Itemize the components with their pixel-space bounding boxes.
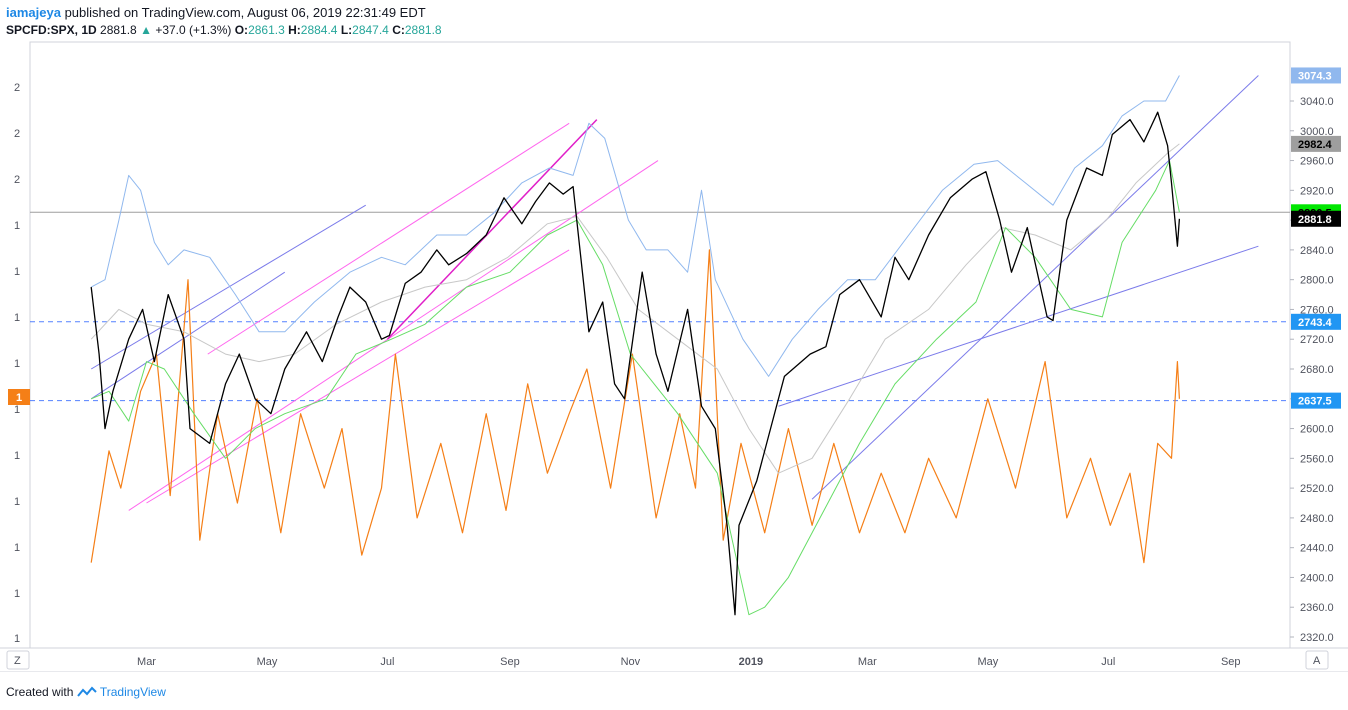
- up-arrow-icon: ▲: [140, 23, 152, 37]
- y-tick-label: 2680.0: [1300, 364, 1334, 376]
- low-label: L:: [340, 23, 353, 37]
- y-tick-label: 3040.0: [1300, 96, 1334, 108]
- trendline: [128, 160, 659, 511]
- auto-scale-button: [1305, 650, 1329, 670]
- trendline: [90, 204, 366, 370]
- price-label: 3074.3: [1298, 70, 1332, 82]
- trendline: [207, 122, 570, 355]
- lower-band-line: [91, 160, 1180, 616]
- footer: Created with TradingView: [6, 684, 166, 700]
- price-label-bg: [1291, 313, 1341, 330]
- left-tick-label: 1: [14, 496, 20, 508]
- x-tick-label: Sep: [1221, 656, 1241, 668]
- x-tick-label: May: [257, 656, 278, 668]
- ticker-line: SPCFD:SPX, 1D 2881.8 ▲ +37.0 (+1.3%) O:2…: [6, 22, 442, 38]
- y-tick-label: 2480.0: [1300, 513, 1334, 525]
- y-tick-label: 2360.0: [1300, 602, 1334, 614]
- y-tick-label: 2840.0: [1300, 245, 1334, 257]
- close-label: C:: [392, 23, 405, 37]
- trendline: [146, 249, 570, 504]
- open-value: 2861.3: [248, 23, 285, 37]
- footer-brand-link[interactable]: TradingView: [99, 685, 166, 699]
- left-tick-label: 1: [14, 220, 20, 232]
- last-price: 2881.8: [100, 23, 137, 37]
- left-tick-label: 2: [14, 174, 20, 186]
- trendline: [778, 245, 1259, 407]
- y-tick-label: 2440.0: [1300, 543, 1334, 555]
- left-tick-label: 1: [14, 266, 20, 278]
- y-tick-label: 2920.0: [1300, 185, 1334, 197]
- price-label-bg: [1291, 392, 1341, 409]
- left-tick-label: 1: [14, 404, 20, 416]
- price-label: 2637.5: [1298, 396, 1332, 408]
- y-tick-label: 2520.0: [1300, 483, 1334, 495]
- publish-text: published on TradingView.com, August 06,…: [64, 5, 426, 20]
- high-value: 2884.4: [300, 23, 338, 37]
- auto-scale-button-label: A: [1313, 655, 1321, 667]
- x-tick-label: Mar: [858, 656, 877, 668]
- left-tick-label: 1: [14, 542, 20, 554]
- left-tick-label: 1: [14, 312, 20, 324]
- price-chart[interactable]: Mar May Jul Sep Nov 2019 Mar May Jul Sep 3040.0 300…: [0, 0, 1348, 672]
- left-tick-label: 2: [14, 128, 20, 140]
- price-label: 2881.8: [1298, 214, 1332, 226]
- trendline: [90, 271, 286, 400]
- left-tick-label: 1: [14, 358, 20, 370]
- left-tick-label: 1: [14, 588, 20, 600]
- y-tick-label: 2760.0: [1300, 304, 1334, 316]
- zoom-button-label: Z: [14, 655, 21, 667]
- symbol-label: SPCFD:SPX, 1D: [6, 23, 97, 37]
- x-tick-label: Jul: [380, 656, 394, 668]
- y-tick-label: 2320.0: [1300, 632, 1334, 644]
- y-tick-label: 2800.0: [1300, 275, 1334, 287]
- x-tick-label: 2019: [739, 656, 763, 668]
- trendline: [386, 119, 598, 340]
- low-value: 2847.4: [352, 23, 389, 37]
- price-label-bg: [1291, 135, 1341, 152]
- price-change: +37.0 (+1.3%): [155, 23, 232, 37]
- upper-band-line: [90, 75, 1180, 377]
- high-label: H:: [288, 23, 301, 37]
- left-tick-label: 2: [14, 82, 20, 94]
- zoom-button: [6, 650, 30, 670]
- author-link[interactable]: iamajeya: [6, 5, 61, 20]
- y-tick-label: 2600.0: [1300, 424, 1334, 436]
- trendline: [811, 75, 1259, 500]
- left-tick-label: 1: [14, 450, 20, 462]
- left-tick-label: 1: [14, 633, 20, 645]
- price-label: 2743.4: [1298, 317, 1333, 329]
- tradingview-logo-icon: [76, 686, 97, 698]
- plot-frame: [29, 41, 1291, 649]
- open-label: O:: [234, 23, 249, 37]
- price-label-bg: [1291, 210, 1341, 227]
- x-tick-label: Jul: [1101, 656, 1115, 668]
- y-tick-label: 2400.0: [1300, 572, 1334, 584]
- y-tick-label: 2960.0: [1300, 156, 1334, 168]
- x-tick-label: Nov: [621, 656, 641, 668]
- oscillator-line: [90, 249, 1180, 564]
- price-label-bg: [1291, 67, 1341, 84]
- oscillator-marker: 1: [16, 392, 22, 404]
- y-tick-label: 2720.0: [1300, 334, 1334, 346]
- oscillator-marker-bg: [8, 389, 30, 405]
- y-tick-label: 2560.0: [1300, 453, 1334, 465]
- publish-info: iamajeya published on TradingView.com, A…: [6, 4, 426, 22]
- price-label: 2982.4: [1298, 139, 1333, 151]
- price-line: [90, 111, 1181, 616]
- x-tick-label: May: [977, 656, 998, 668]
- y-tick-label: 3000.0: [1300, 126, 1334, 138]
- footer-created-text: Created with: [6, 685, 74, 699]
- close-value: 2881.8: [404, 23, 442, 37]
- x-tick-label: Mar: [137, 656, 156, 668]
- x-tick-label: Sep: [500, 656, 520, 668]
- middle-band-line: [90, 143, 1180, 474]
